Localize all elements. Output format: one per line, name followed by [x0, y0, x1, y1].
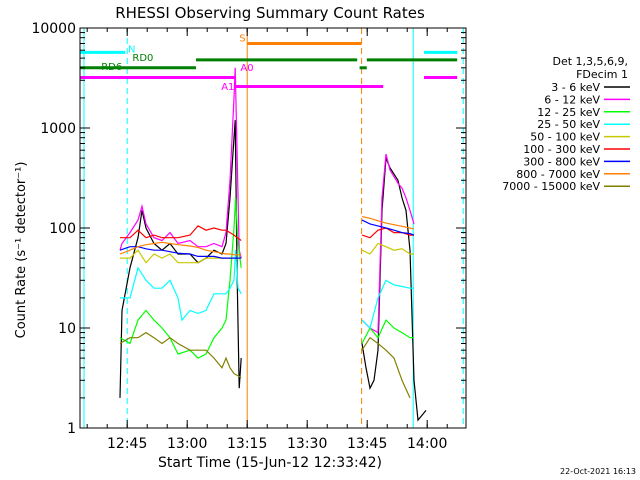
legend-label-8: 800 - 7000 keV [516, 168, 600, 181]
flag-label-s: S [239, 34, 245, 45]
y-tick-label-5: 10000 [31, 21, 76, 37]
x-tick-label-2: 13:00 [167, 436, 207, 452]
y-tick-label-4: 1000 [40, 121, 76, 137]
legend-label-1: 3 - 6 keV [551, 81, 600, 94]
legend-header-line-1: Det 1,3,5,6,9, [552, 55, 628, 68]
x-tick-label-1: 12:45 [107, 436, 147, 452]
series-line-3 [119, 197, 414, 359]
legend-label-6: 100 - 300 keV [523, 143, 600, 156]
y-axis-ticks: 1 10 100 1000 10000 [31, 21, 466, 437]
y-axis-label: Count Rate (s⁻¹ detector⁻¹) [14, 162, 29, 339]
flag-label-a1: A1 [221, 82, 234, 93]
series-line-9 [119, 331, 411, 399]
flag-label-rd0: RD0 [132, 53, 153, 64]
flag-label-rd6: RD6 [101, 62, 122, 73]
x-axis-label: Start Time (15-Jun-12 12:33:42) [158, 455, 382, 471]
x-tick-label-6: 14:00 [407, 436, 447, 452]
x-axis-ticks: 12:45 13:00 13:15 13:30 13:45 14:00 [86, 28, 448, 452]
flag-label-a0: A0 [240, 63, 253, 74]
generation-date: 22-Oct-2021 16:13 [560, 467, 636, 476]
x-tick-label-5: 13:45 [347, 436, 387, 452]
legend-label-4: 25 - 50 keV [537, 118, 600, 131]
legend-label-2: 6 - 12 keV [544, 93, 600, 106]
series-line-6 [120, 225, 414, 241]
legend-label-9: 7000 - 15000 keV [502, 180, 600, 193]
y-tick-label-3: 100 [49, 221, 76, 237]
x-tick-label-4: 13:30 [287, 436, 327, 452]
series-line-8 [119, 216, 415, 256]
flag-label-n: N [128, 44, 135, 55]
legend-label-3: 12 - 25 keV [537, 106, 600, 119]
x-tick-label-3: 13:15 [227, 436, 267, 452]
series-line-2 [119, 67, 415, 334]
legend-header-line-2: FDecim 1 [576, 68, 628, 81]
plot-area [80, 28, 464, 428]
series-line-4 [120, 250, 414, 330]
legend-label-5: 50 - 100 keV [530, 131, 600, 144]
legend-label-7: 300 - 800 keV [523, 155, 600, 168]
chart-title: RHESSI Observing Summary Count Rates [115, 4, 425, 22]
series-line-7 [119, 219, 415, 259]
y-tick-label-2: 10 [58, 321, 76, 337]
y-tick-label-1: 1 [67, 421, 76, 437]
